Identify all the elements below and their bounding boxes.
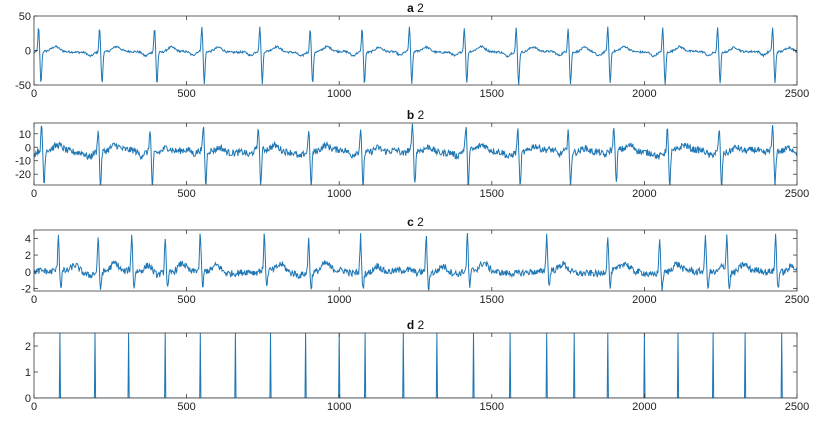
y-tick-label: 2 xyxy=(25,341,31,353)
axes-box-b xyxy=(33,122,798,186)
x-tick-label: 1000 xyxy=(327,88,351,100)
x-tick-label: 1000 xyxy=(327,294,351,306)
panel-title-a: a 2 xyxy=(407,1,424,15)
y-tick-label: 4 xyxy=(25,233,31,245)
y-tick-label: 0 xyxy=(25,267,31,279)
y-tick-label: 0 xyxy=(25,46,31,58)
x-tick-label: 2000 xyxy=(632,294,656,306)
panel-title-d: d 2 xyxy=(407,318,425,332)
x-tick-label: 2500 xyxy=(785,88,809,100)
x-tick-label: 2500 xyxy=(785,188,809,200)
x-tick-label: 2500 xyxy=(785,401,809,413)
panel-title-letter: d xyxy=(407,318,418,332)
x-tick-label: 2000 xyxy=(632,188,656,200)
x-tick-label: 500 xyxy=(177,188,195,200)
y-tick-label: 1 xyxy=(25,367,31,379)
signal-line-b xyxy=(34,123,797,185)
panel-title-letter: b xyxy=(407,108,418,122)
panel-title-b: b 2 xyxy=(407,108,425,122)
y-tick-label: 10 xyxy=(19,129,31,141)
x-tick-label: 500 xyxy=(177,401,195,413)
x-tick-label: 2500 xyxy=(785,294,809,306)
x-tick-label: 1500 xyxy=(480,401,504,413)
y-tick-label: -2 xyxy=(21,283,31,295)
x-tick-label: 0 xyxy=(31,188,37,200)
y-tick-label: -10 xyxy=(15,156,31,168)
x-tick-label: 1500 xyxy=(480,188,504,200)
x-tick-label: 1500 xyxy=(480,88,504,100)
y-tick-label: 0 xyxy=(25,142,31,154)
x-tick-label: 2000 xyxy=(632,88,656,100)
panel-title-number: 2 xyxy=(417,108,424,122)
y-tick-label: 2 xyxy=(25,250,31,262)
x-tick-label: 1500 xyxy=(480,294,504,306)
y-tick-label: 50 xyxy=(19,11,31,23)
x-tick-label: 0 xyxy=(31,88,37,100)
y-tick-label: 0 xyxy=(25,393,31,405)
signal-line-d xyxy=(34,333,797,398)
x-tick-label: 500 xyxy=(177,88,195,100)
x-tick-label: 500 xyxy=(177,294,195,306)
y-tick-label: -50 xyxy=(15,80,31,92)
panel-title-number: 2 xyxy=(417,215,424,229)
signal-line-c xyxy=(34,232,797,291)
panel-title-number: 2 xyxy=(417,318,424,332)
panel-title-letter: c xyxy=(407,215,417,229)
panel-title-letter: a xyxy=(407,1,417,15)
panel-title-c: c 2 xyxy=(407,215,424,229)
x-tick-label: 2000 xyxy=(632,401,656,413)
axes-box-d xyxy=(33,332,798,399)
axes-box-c xyxy=(33,229,798,292)
x-tick-label: 0 xyxy=(31,401,37,413)
y-tick-label: -20 xyxy=(15,169,31,181)
x-tick-label: 1000 xyxy=(327,188,351,200)
panel-title-number: 2 xyxy=(417,1,424,15)
signal-line-a xyxy=(34,26,797,85)
x-tick-label: 1000 xyxy=(327,401,351,413)
x-tick-label: 0 xyxy=(31,294,37,306)
